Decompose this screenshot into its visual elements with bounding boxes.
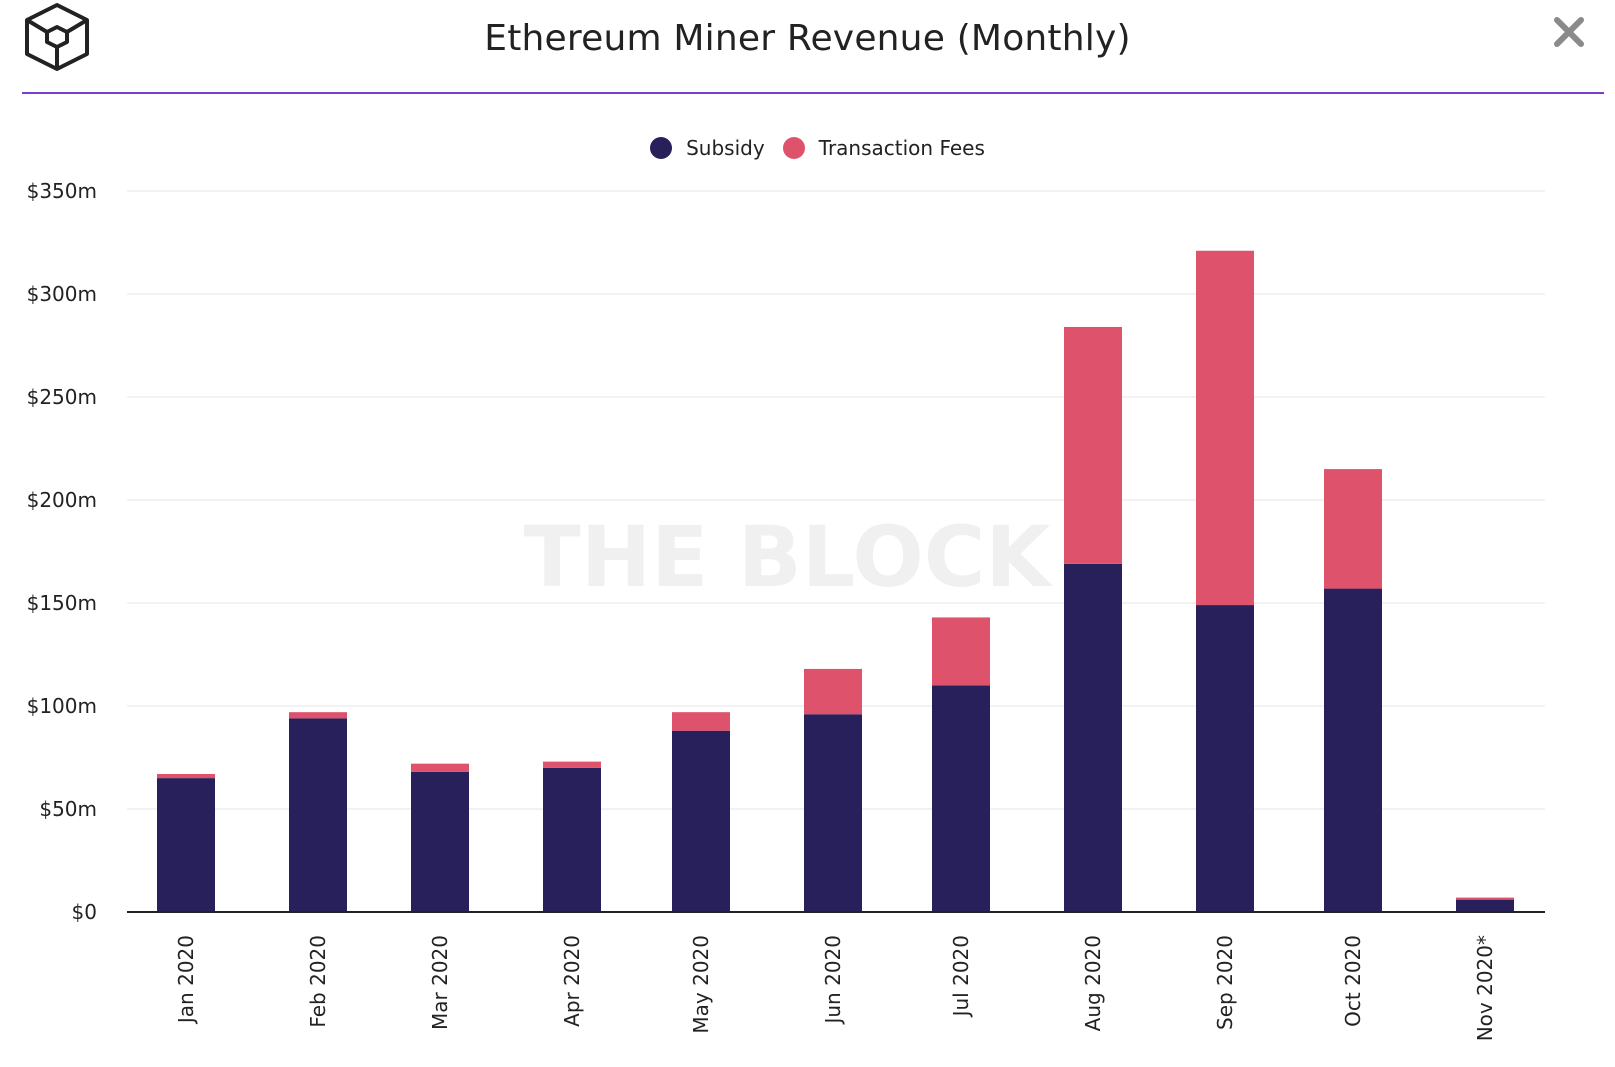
x-axis-tick-labels: Jan 2020 Feb 2020 Mar 2020 Apr 2020 May 2020… xyxy=(174,935,1497,1041)
chart-header: Ethereum Miner Revenue (Monthly) xyxy=(0,0,1615,95)
chart-legend: Subsidy Transaction Fees xyxy=(0,133,1615,163)
x-tick-label: Oct 2020 xyxy=(1341,935,1365,1027)
bar-transaction-fees xyxy=(804,668,862,715)
close-icon[interactable] xyxy=(1549,12,1589,52)
bar-subsidy xyxy=(932,685,990,912)
bar-transaction-fees xyxy=(1324,469,1382,589)
x-tick-label: Apr 2020 xyxy=(560,935,584,1027)
bar-transaction-fees xyxy=(157,773,215,779)
bar-subsidy xyxy=(1456,899,1514,912)
y-tick-label: $300m xyxy=(27,282,97,306)
bar-subsidy xyxy=(543,767,601,912)
y-tick-label: $100m xyxy=(27,694,97,718)
watermark-text: THE BLOCK xyxy=(524,508,1054,606)
bar-subsidy xyxy=(1196,605,1254,912)
bar-transaction-fees xyxy=(932,617,990,686)
x-tick-label: Nov 2020* xyxy=(1473,935,1497,1041)
x-tick-label: Jan 2020 xyxy=(174,935,198,1025)
legend-swatch-transaction-fees xyxy=(782,137,805,159)
legend-item-subsidy[interactable]: Subsidy xyxy=(650,136,765,160)
bar-transaction-fees xyxy=(543,761,601,768)
bar-transaction-fees xyxy=(289,712,347,719)
bar-subsidy xyxy=(1324,588,1382,912)
bar-subsidy xyxy=(157,778,215,912)
x-tick-label: Sep 2020 xyxy=(1213,935,1237,1030)
legend-label-subsidy: Subsidy xyxy=(686,136,765,160)
the-block-logo-icon xyxy=(25,3,89,71)
legend-swatch-subsidy xyxy=(650,137,673,159)
x-tick-label: Jul 2020 xyxy=(949,935,973,1018)
bar-transaction-fees xyxy=(672,712,730,731)
y-axis-tick-labels: $0 $50m $100m $150m $200m $250m $300m $350m xyxy=(27,179,97,924)
y-tick-label: $200m xyxy=(27,488,97,512)
bar-transaction-fees xyxy=(411,763,469,772)
y-tick-label: $0 xyxy=(72,900,97,924)
bar-transaction-fees xyxy=(1064,326,1122,564)
y-tick-label: $250m xyxy=(27,385,97,409)
x-tick-label: Jun 2020 xyxy=(821,935,845,1026)
y-tick-label: $50m xyxy=(39,797,97,821)
y-tick-label: $350m xyxy=(27,179,97,203)
x-tick-label: Mar 2020 xyxy=(428,935,452,1030)
bar-subsidy xyxy=(804,714,862,912)
bars xyxy=(157,250,1514,912)
x-tick-label: May 2020 xyxy=(689,935,713,1034)
legend-item-transaction-fees[interactable]: Transaction Fees xyxy=(782,136,985,160)
x-tick-label: Aug 2020 xyxy=(1081,935,1105,1031)
legend-label-transaction-fees: Transaction Fees xyxy=(818,136,985,160)
bar-transaction-fees xyxy=(1456,897,1514,900)
bar-transaction-fees xyxy=(1196,250,1254,606)
header-divider xyxy=(22,92,1604,94)
bar-subsidy xyxy=(1064,563,1122,912)
x-tick-label: Feb 2020 xyxy=(306,935,330,1028)
chart-title: Ethereum Miner Revenue (Monthly) xyxy=(484,18,1131,59)
bar-subsidy xyxy=(411,771,469,912)
bar-subsidy xyxy=(672,730,730,912)
bar-subsidy xyxy=(289,718,347,912)
y-tick-label: $150m xyxy=(27,591,97,615)
